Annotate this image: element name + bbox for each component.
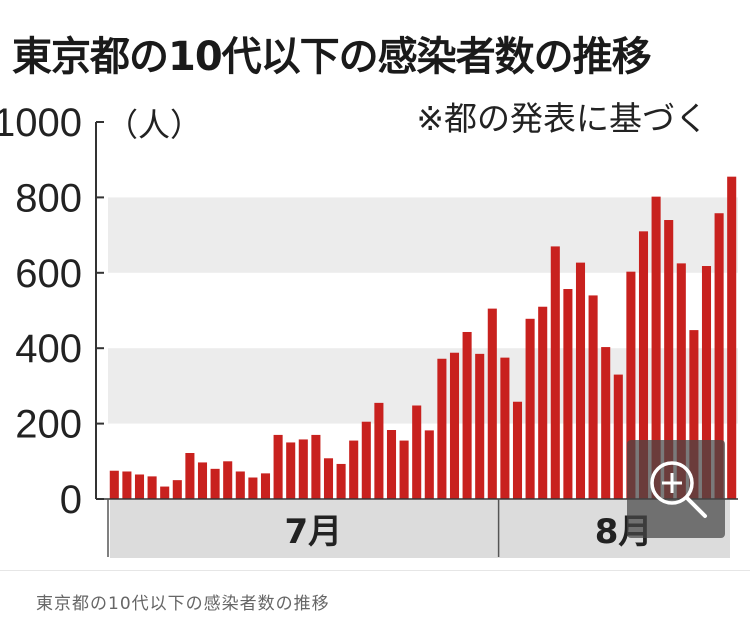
bar <box>386 430 397 499</box>
bar <box>588 295 598 499</box>
bar <box>437 358 447 499</box>
bar <box>260 473 271 499</box>
bar <box>311 434 321 499</box>
bar <box>323 458 334 499</box>
bar <box>374 402 384 499</box>
bar <box>689 330 699 499</box>
bar <box>462 331 472 499</box>
bar <box>223 461 233 499</box>
bar <box>185 453 195 499</box>
bar <box>563 289 573 499</box>
bar <box>172 480 182 499</box>
bar <box>727 176 737 500</box>
bar <box>449 352 460 499</box>
bar <box>160 486 170 499</box>
bar <box>676 263 686 499</box>
bar <box>273 434 283 499</box>
bar <box>512 401 523 499</box>
bar <box>714 213 724 499</box>
grid-band <box>108 197 738 273</box>
bar <box>651 196 661 499</box>
bar <box>500 357 510 499</box>
y-tick-label: 800 <box>15 176 82 220</box>
chart-title: 東京都の10代以下の感染者数の推移 <box>12 34 652 80</box>
month-label: 7月 <box>284 512 342 552</box>
bar <box>613 374 623 499</box>
bar <box>147 476 157 499</box>
bar <box>109 470 119 499</box>
bar <box>475 353 485 499</box>
bar <box>550 246 560 499</box>
bar <box>349 440 359 499</box>
bar <box>122 471 132 499</box>
bar <box>399 440 409 499</box>
y-tick-label: 200 <box>15 403 82 447</box>
month-strip <box>110 500 730 558</box>
bar <box>235 471 245 499</box>
bar <box>336 463 346 499</box>
bar <box>664 220 674 499</box>
bar <box>361 421 371 499</box>
bar <box>134 474 145 499</box>
bar <box>487 308 497 499</box>
y-tick-label: 0 <box>60 478 82 522</box>
bar <box>601 347 611 499</box>
y-tick-label: 600 <box>15 252 82 296</box>
bar <box>248 477 258 499</box>
bar <box>538 306 548 499</box>
zoom-button[interactable] <box>627 440 725 538</box>
bar <box>197 462 208 499</box>
zoom-in-icon <box>650 461 707 518</box>
bar <box>210 468 220 499</box>
bar <box>701 266 712 499</box>
y-tick-label: 400 <box>15 327 82 371</box>
bar <box>286 442 296 499</box>
y-tick-label: 1000 <box>0 101 82 145</box>
bar <box>424 430 434 499</box>
bar <box>412 405 422 499</box>
source-note: ※都の発表に基づく <box>416 99 708 138</box>
bar <box>626 271 636 499</box>
bar <box>525 318 535 499</box>
bar <box>298 439 308 499</box>
y-axis-unit: （人） <box>106 106 202 144</box>
caption-bar: 東京都の10代以下の感染者数の推移 <box>0 570 750 626</box>
bar <box>638 231 649 499</box>
image-caption: 東京都の10代以下の感染者数の推移 <box>36 594 330 614</box>
bar <box>575 262 586 499</box>
